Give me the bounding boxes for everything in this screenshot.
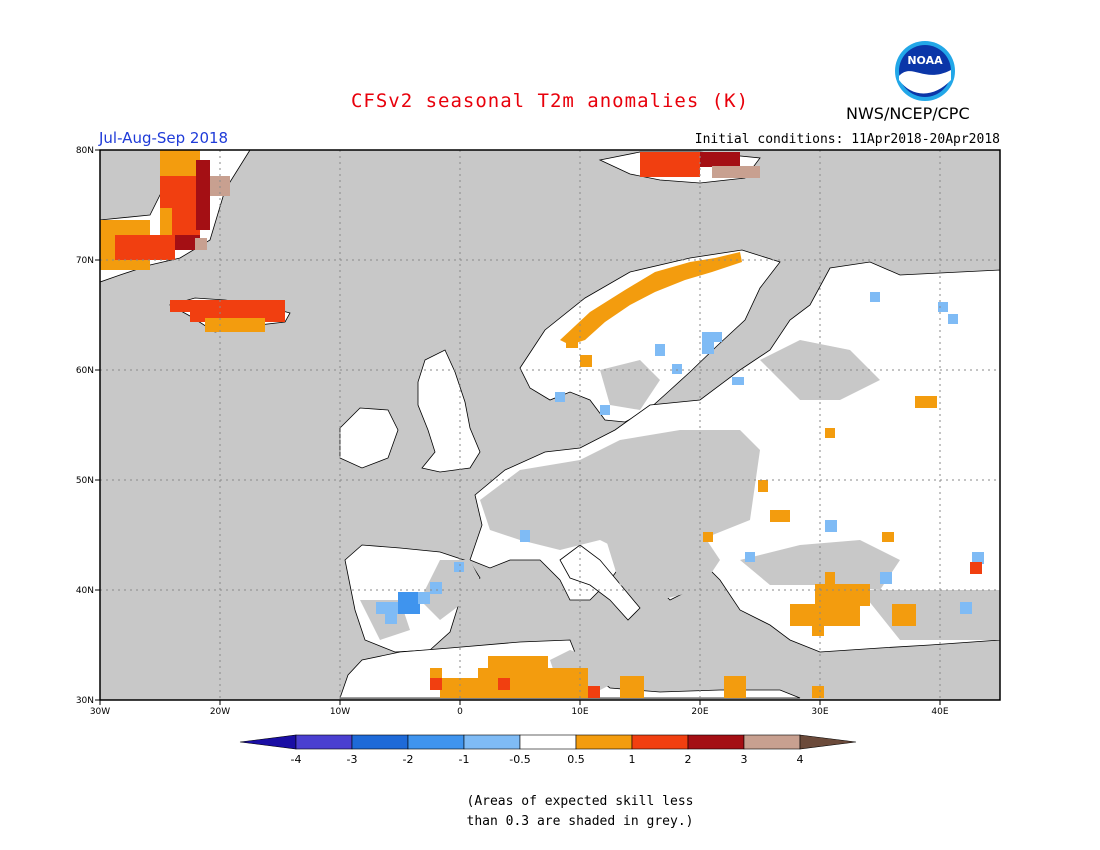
logo-text: NOAA	[907, 54, 943, 67]
colorbar-label: -0.5	[509, 753, 530, 766]
lon-label: 20W	[210, 707, 230, 717]
lat-label: 50N	[76, 476, 94, 486]
colorbar-swatch	[743, 734, 801, 750]
initial-conditions: Initial conditions: 11Apr2018-20Apr2018	[694, 132, 1000, 147]
lon-label: 10E	[571, 707, 588, 717]
colorbar-swatch	[463, 734, 521, 750]
lat-label: 40N	[76, 586, 94, 596]
colorbar-labels: -4 -3 -2 -1 -0.5 0.5 1 2 3 4	[291, 753, 804, 766]
colorbar-label: -1	[459, 753, 470, 766]
noaa-logo: NOAA	[895, 41, 955, 101]
lat-label: 60N	[76, 366, 94, 376]
colorbar-swatch	[631, 734, 689, 750]
negative-anomaly-cells	[376, 292, 984, 624]
anomaly-map: 30W 20W 10W 0 10E 20E 30E 40E 80N 70N 60…	[76, 146, 1001, 717]
map-title: CFSv2 seasonal T2m anomalies (K)	[350, 90, 750, 112]
lon-label: 20E	[691, 707, 708, 717]
colorbar-swatch	[295, 734, 353, 750]
lon-label: 10W	[330, 707, 350, 717]
colorbar-swatch	[519, 734, 577, 750]
map-frame	[99, 149, 1001, 701]
colorbar-swatch	[687, 734, 745, 750]
lat-labels: 80N 70N 60N 50N 40N 30N	[76, 146, 94, 706]
skill-note: (Areas of expected skill less than 0.3 a…	[380, 792, 780, 832]
colorbar-label: 3	[741, 753, 748, 766]
lon-label: 30W	[90, 707, 110, 717]
graticule	[100, 150, 1000, 700]
lon-label: 30E	[811, 707, 828, 717]
colorbar-label: 4	[797, 753, 804, 766]
colorbar-label: 0.5	[567, 753, 585, 766]
colorbar-label: -2	[403, 753, 414, 766]
lon-label: 0	[457, 707, 463, 717]
colorbar-swatches	[239, 734, 857, 750]
tick-marks	[95, 149, 941, 705]
colorbar-swatch	[407, 734, 465, 750]
skill-note-line-2: than 0.3 are shaded in grey.)	[466, 814, 694, 829]
lat-label: 30N	[76, 696, 94, 706]
colorbar: -4 -3 -2 -1 -0.5 0.5 1 2 3 4	[239, 734, 857, 766]
colorbar-label: -3	[347, 753, 358, 766]
lon-label: 40E	[931, 707, 948, 717]
agency-label: NWS/NCEP/CPC	[846, 104, 970, 123]
colorbar-label: 1	[629, 753, 636, 766]
colorbar-swatch	[575, 734, 633, 750]
colorbar-label: -4	[291, 753, 302, 766]
lat-label: 80N	[76, 146, 94, 156]
colorbar-label: 2	[685, 753, 692, 766]
colorbar-end-high	[799, 734, 857, 750]
colorbar-swatch	[351, 734, 409, 750]
skill-note-line-1: (Areas of expected skill less	[466, 794, 694, 809]
positive-anomaly-cells	[100, 150, 982, 698]
lat-label: 70N	[76, 256, 94, 266]
season-label: Jul-Aug-Sep 2018	[99, 129, 229, 147]
colorbar-end-low	[239, 734, 297, 750]
lon-labels: 30W 20W 10W 0 10E 20E 30E 40E	[90, 707, 949, 717]
